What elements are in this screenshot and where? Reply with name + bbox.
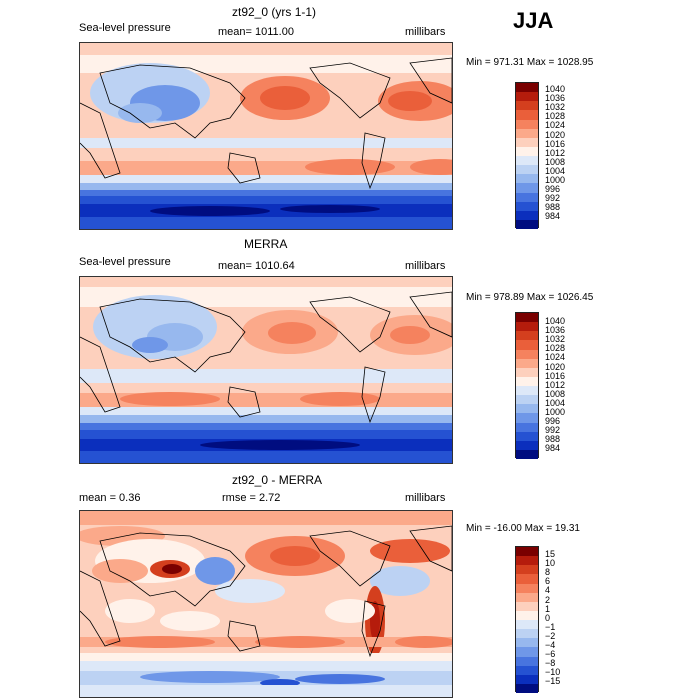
cbar-label: 1004 [545, 166, 566, 176]
panel-3-title: zt92_0 - MERRA [232, 473, 323, 487]
cbar-label: 10 [545, 558, 556, 568]
cbar-label: −2 [545, 631, 556, 641]
cbar-label: 8 [545, 567, 551, 577]
panel-3-minmax: Min = -16.00 Max = 19.31 [466, 523, 580, 534]
cbar-label: −10 [545, 667, 561, 677]
panel-3-map [79, 510, 453, 698]
cbar-label: 1028 [545, 343, 566, 353]
cbar-label: 984 [545, 211, 561, 221]
panel-2-mean: mean= 1010.64 [218, 260, 295, 272]
cbar-label: −1 [545, 622, 556, 632]
panel-3-rmse: rmse = 2.72 [222, 492, 281, 504]
cbar-label: 1004 [545, 398, 566, 408]
panel-2-map [79, 276, 453, 464]
panel-2-left-label: Sea-level pressure [79, 256, 171, 268]
cbar-label: 1024 [545, 120, 566, 130]
cbar-label: 1 [545, 604, 551, 614]
panel-2-units: millibars [405, 260, 446, 272]
cbar-label: 0 [545, 613, 551, 623]
cbar-label: 1020 [545, 362, 566, 372]
panel-3-colorbar [515, 546, 539, 693]
cbar-label: −8 [545, 658, 556, 668]
panel-1-minmax: Min = 971.31 Max = 1028.95 [466, 57, 594, 68]
cbar-label: 1028 [545, 111, 566, 121]
cbar-label: 992 [545, 193, 561, 203]
panel-1-mean: mean= 1011.00 [218, 26, 294, 38]
cbar-label: 2 [545, 595, 551, 605]
cbar-label: 1032 [545, 334, 566, 344]
cbar-label: 15 [545, 549, 556, 559]
panel-1-title: zt92_0 (yrs 1-1) [232, 5, 317, 19]
cbar-label: 1000 [545, 175, 566, 185]
cbar-label: 988 [545, 202, 561, 212]
panel-3-mean: mean = 0.36 [79, 492, 141, 504]
cbar-label: 6 [545, 576, 551, 586]
cbar-label: 1016 [545, 371, 566, 381]
panel-1-map [79, 42, 453, 230]
cbar-label: 1024 [545, 352, 566, 362]
panel-1-left-label: Sea-level pressure [79, 22, 171, 34]
cbar-label: 1036 [545, 325, 566, 335]
cbar-label: 1032 [545, 102, 566, 112]
panel-1-units: millibars [405, 26, 446, 38]
panel-3-units: millibars [405, 492, 446, 504]
cbar-label: 996 [545, 184, 561, 194]
cbar-label: 988 [545, 434, 561, 444]
cbar-label: 984 [545, 443, 561, 453]
cbar-label: 4 [545, 585, 551, 595]
panel-2-colorbar [515, 312, 539, 459]
cbar-label: 1000 [545, 407, 566, 417]
panel-2-title: MERRA [244, 237, 288, 251]
cbar-label: 1008 [545, 157, 566, 167]
cbar-label: −6 [545, 649, 556, 659]
cbar-label: 996 [545, 416, 561, 426]
cbar-label: 1016 [545, 139, 566, 149]
cbar-label: 1040 [545, 316, 566, 326]
season-label: JJA [513, 8, 554, 33]
cbar-label: 992 [545, 425, 561, 435]
cbar-label: 1012 [545, 380, 566, 390]
cbar-label: −4 [545, 640, 556, 650]
panel-2-minmax: Min = 978.89 Max = 1026.45 [466, 292, 594, 303]
cbar-label: 1008 [545, 389, 566, 399]
cbar-label: 1012 [545, 148, 566, 158]
cbar-label: 1036 [545, 93, 566, 103]
panel-1-colorbar [515, 82, 539, 229]
cbar-label: 1040 [545, 84, 566, 94]
cbar-label: 1020 [545, 130, 566, 140]
cbar-label: −15 [545, 676, 561, 686]
